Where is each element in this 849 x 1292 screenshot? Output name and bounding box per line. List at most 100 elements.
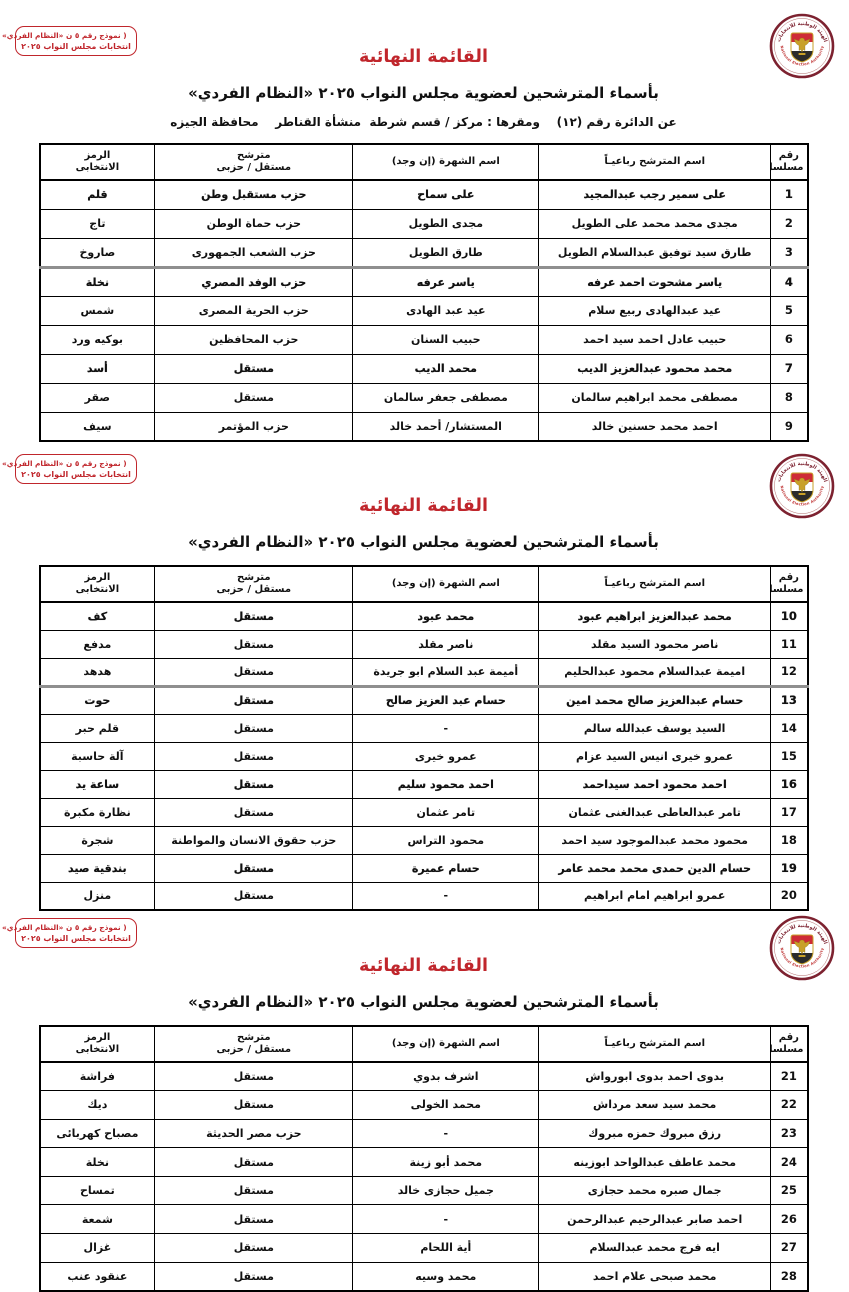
cell-serial-number: 9	[771, 411, 809, 442]
cell-candidate-name: محمد سيد سعد مرداش	[539, 1090, 773, 1120]
candidates-table-2: رقم مسلسل اسم المترشح رباعيـاً اسم الشهر…	[39, 565, 810, 911]
cell-serial-number: 1	[771, 179, 809, 210]
candidate-row: 8 مصطفى محمد ابراهيم سالمان مصطفى جعفر سال…	[39, 382, 809, 413]
cell-candidate-name: طارق سيد توفيق عبدالسلام الطويل	[539, 237, 773, 268]
cell-alias: على سماح	[353, 179, 541, 210]
cell-alias: اشرف بدوي	[353, 1061, 541, 1092]
cell-serial-number: 25	[771, 1175, 809, 1206]
cell-candidate-name: مصطفى محمد ابراهيم سالمان	[539, 382, 773, 413]
cell-candidate-name: حسام الدين حمدى محمد محمد عامر	[539, 853, 773, 883]
cell-party-status: مستقل	[155, 797, 355, 827]
cell-candidate-name: تامر عبدالعاطى عبدالغنى عثمان	[539, 797, 773, 827]
cell-electoral-symbol: حوت	[39, 684, 157, 715]
cell-party-status: مستقل	[155, 601, 355, 631]
cell-electoral-symbol: بوكيه ورد	[39, 324, 157, 355]
cell-party-status: حزب المؤتمر	[155, 411, 355, 442]
cell-party-status: مستقل	[155, 684, 355, 715]
cell-party-status: مستقل	[155, 1261, 355, 1292]
form-number-box: ( نموذج رقم ٥ ن «النظام الفردي» ) انتخاب…	[0, 454, 138, 484]
header-electoral-symbol: الرمز الانتخابى	[39, 565, 157, 603]
list-section-3: الهيئة الوطنية للانتخابات National Elect…	[0, 898, 849, 1292]
list-section-2: الهيئة الوطنية للانتخابات National Elect…	[0, 446, 849, 911]
cell-electoral-symbol: نظارة مكبرة	[39, 797, 157, 827]
cell-electoral-symbol: سيف	[39, 411, 157, 442]
cell-electoral-symbol: شجرة	[39, 825, 157, 855]
header-serial-number: رقم مسلسل	[771, 565, 809, 603]
candidate-row: 23 رزق مبروك حمزه مبروك - حزب مصر الحديثة مص…	[39, 1118, 809, 1149]
candidate-row: 13 حسام عبدالعزيز صالح محمد امين حسام عبد …	[39, 684, 809, 715]
cell-candidate-name: عمرو خيرى انيس السيد عزام	[539, 741, 773, 771]
cell-candidate-name: محمد عبدالعزيز ابراهيم عبود	[539, 601, 773, 631]
candidate-row: 18 محمود محمد عبدالموجود سيد احمد محمود ال…	[39, 825, 809, 855]
cell-candidate-name: السيد يوسف عبدالله سالم	[539, 713, 773, 743]
candidate-row: 16 احمد محمود احمد سيداحمد احمد محمود سليم…	[39, 769, 809, 799]
cell-serial-number: 15	[771, 741, 809, 771]
cell-candidate-name: احمد محمود احمد سيداحمد	[539, 769, 773, 799]
cell-electoral-symbol: أسد	[39, 353, 157, 384]
header-electoral-symbol: الرمز الانتخابى	[39, 1025, 157, 1063]
cell-electoral-symbol: صاروخ	[39, 237, 157, 268]
cell-candidate-name: عمرو ابراهيم امام ابراهيم	[539, 881, 773, 911]
page-subtitle: بأسماء المترشحين لعضوية مجلس النواب ٢٠٢٥…	[189, 533, 660, 551]
cell-party-status: حزب الحرية المصرى	[155, 295, 355, 326]
table-header-row: رقم مسلسل اسم المترشح رباعيـاً اسم الشهر…	[39, 565, 809, 603]
cell-party-status: مستقل	[155, 1147, 355, 1177]
candidate-row: 7 محمد محمود عبدالعزيز الديب محمد الديب مست…	[39, 353, 809, 384]
header-party-status: مترشح مستقل / حزبى	[155, 143, 355, 181]
cell-alias: عمرو خيرى	[353, 741, 541, 771]
page-subtitle: بأسماء المترشحين لعضوية مجلس النواب ٢٠٢٥…	[189, 84, 660, 102]
cell-party-status: حزب الوفد المصري	[155, 265, 355, 297]
candidate-row: 10 محمد عبدالعزيز ابراهيم عبود محمد عبود مس…	[39, 601, 809, 631]
cell-alias: محمد عبود	[353, 601, 541, 631]
header-alias: اسم الشهرة (إن وجد)	[353, 565, 541, 603]
candidate-row: 3 طارق سيد توفيق عبدالسلام الطويل طارق الط…	[39, 237, 809, 268]
candidate-row: 12 اميمة عبدالسلام محمود عبدالحليم أميمة ع…	[39, 657, 809, 687]
cell-candidate-name: جمال صبره محمد حجازى	[539, 1175, 773, 1206]
cell-electoral-symbol: نخلة	[39, 1147, 157, 1177]
list-section-1: الهيئة الوطنية للانتخابات National Elect…	[0, 0, 849, 446]
candidate-row: 19 حسام الدين حمدى محمد محمد عامر حسام عمي…	[39, 853, 809, 883]
candidate-row: 20 عمرو ابراهيم امام ابراهيم - مستقل منزل	[39, 881, 809, 911]
cell-serial-number: 11	[771, 629, 809, 659]
cell-candidate-name: رزق مبروك حمزه مبروك	[539, 1118, 773, 1149]
cell-candidate-name: مجدى محمد محمد على الطويل	[539, 208, 773, 239]
header-party-status: مترشح مستقل / حزبى	[155, 565, 355, 603]
cell-alias: -	[353, 1204, 541, 1235]
cell-alias: مجدى الطويل	[353, 208, 541, 239]
cell-party-status: حزب الشعب الجمهورى	[155, 237, 355, 268]
cell-candidate-name: محمد صبحى علام احمد	[539, 1261, 773, 1292]
header-serial-number: رقم مسلسل	[771, 1025, 809, 1063]
candidate-row: 15 عمرو خيرى انيس السيد عزام عمرو خيرى مستق…	[39, 741, 809, 771]
cell-electoral-symbol: صقر	[39, 382, 157, 413]
cell-candidate-name: حبيب عادل احمد سيد احمد	[539, 324, 773, 355]
district-info-line: عن الدائرة رقم (١٢) ومقرها : مركز / قسم …	[171, 115, 678, 129]
cell-alias: ناصر مقلد	[353, 629, 541, 659]
cell-candidate-name: حسام عبدالعزيز صالح محمد امين	[539, 684, 773, 715]
candidate-row: 2 مجدى محمد محمد على الطويل مجدى الطويل حزب…	[39, 208, 809, 239]
cell-candidate-name: محمد محمود عبدالعزيز الديب	[539, 353, 773, 384]
cell-candidate-name: احمد محمد حسنين خالد	[539, 411, 773, 442]
cell-alias: جميل حجازى خالد	[353, 1175, 541, 1206]
cell-electoral-symbol: ديك	[39, 1090, 157, 1120]
cell-serial-number: 16	[771, 769, 809, 799]
cell-serial-number: 2	[771, 208, 809, 239]
header-alias: اسم الشهرة (إن وجد)	[353, 1025, 541, 1063]
cell-party-status: حزب حماة الوطن	[155, 208, 355, 239]
cell-serial-number: 23	[771, 1118, 809, 1149]
cell-serial-number: 8	[771, 382, 809, 413]
header-electoral-symbol: الرمز الانتخابى	[39, 143, 157, 181]
candidates-table-1: رقم مسلسل اسم المترشح رباعيـاً اسم الشهر…	[39, 143, 810, 442]
cell-electoral-symbol: عنقود عنب	[39, 1261, 157, 1292]
header-candidate-name: اسم المترشح رباعيـاً	[539, 1025, 773, 1063]
cell-serial-number: 27	[771, 1233, 809, 1263]
candidate-row: 9 احمد محمد حسنين خالد المستشار/ أحمد خالد…	[39, 411, 809, 442]
cell-serial-number: 14	[771, 713, 809, 743]
cell-serial-number: 24	[771, 1147, 809, 1177]
cell-serial-number: 19	[771, 853, 809, 883]
cell-alias: -	[353, 713, 541, 743]
cell-serial-number: 17	[771, 797, 809, 827]
cell-party-status: مستقل	[155, 1061, 355, 1092]
cell-party-status: حزب مستقبل وطن	[155, 179, 355, 210]
cell-party-status: مستقل	[155, 657, 355, 687]
cell-serial-number: 3	[771, 237, 809, 268]
